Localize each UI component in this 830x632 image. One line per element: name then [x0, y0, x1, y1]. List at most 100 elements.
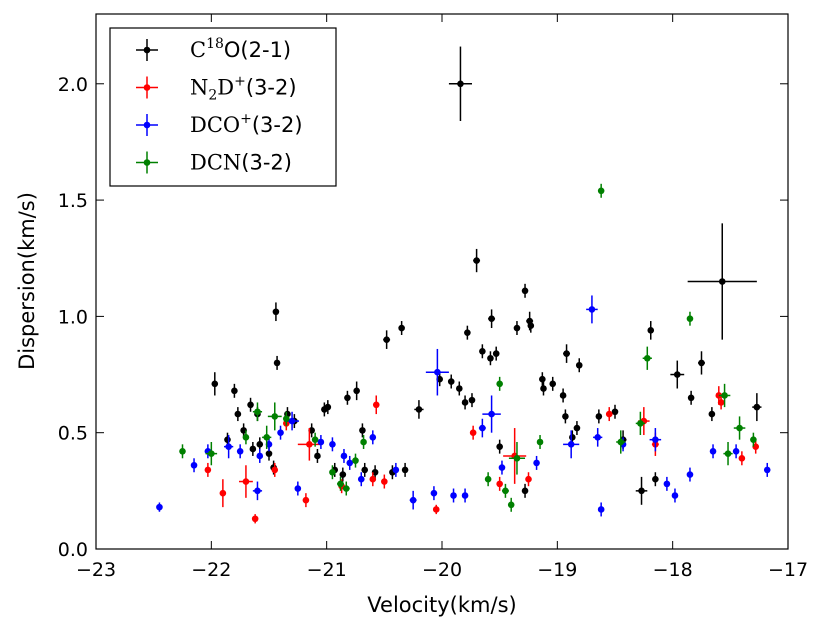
data-point [597, 183, 605, 198]
point-marker [432, 506, 440, 513]
point-marker [464, 329, 471, 336]
data-point [488, 309, 496, 329]
legend-marker-dot [143, 84, 151, 91]
data-point [687, 223, 757, 340]
point-marker [294, 485, 302, 492]
data-point [461, 488, 469, 503]
point-marker [383, 336, 390, 343]
point-marker [225, 443, 232, 450]
point-marker [447, 378, 455, 385]
point-marker [671, 492, 679, 499]
point-marker [398, 324, 405, 332]
point-marker [492, 350, 500, 357]
legend-label-base: N [190, 76, 208, 100]
data-point [642, 346, 652, 370]
point-marker [242, 434, 250, 441]
data-point [652, 472, 659, 487]
point-marker [409, 496, 417, 504]
point-marker [525, 475, 532, 483]
point-marker [487, 354, 494, 362]
data-point [271, 462, 279, 477]
data-point [521, 283, 529, 298]
legend-label-superscript: + [234, 74, 246, 90]
point-marker [265, 450, 273, 457]
data-point [294, 481, 302, 496]
data-point [573, 421, 581, 436]
point-marker [254, 487, 261, 495]
data-point [359, 423, 366, 438]
point-marker [457, 80, 464, 88]
legend-label-superscript: + [240, 111, 252, 127]
point-marker [496, 380, 503, 388]
y-tick-label: 1.0 [58, 306, 88, 328]
point-marker [242, 478, 250, 485]
x-tick-label: −23 [76, 559, 116, 581]
point-marker [329, 441, 336, 448]
data-point [357, 472, 365, 487]
data-point [392, 462, 400, 477]
point-marker [372, 401, 380, 409]
point-marker [686, 471, 694, 478]
point-marker [236, 448, 244, 455]
data-point [539, 372, 546, 387]
point-marker [521, 487, 529, 495]
data-point [317, 435, 325, 449]
point-marker [324, 403, 332, 411]
data-point [190, 458, 198, 473]
data-point [179, 444, 186, 459]
legend-entry: C18O(2-1) [136, 36, 291, 62]
data-point [267, 402, 282, 431]
legend-entry: DCN(3-2) [136, 151, 292, 175]
data-point [647, 321, 655, 340]
legend-label: N2D+(3-2) [190, 74, 297, 104]
data-point [478, 418, 486, 438]
point-marker [597, 187, 605, 195]
point-marker [329, 468, 336, 476]
point-marker [263, 434, 270, 441]
data-point [686, 311, 694, 326]
data-point [401, 462, 409, 477]
data-point [698, 351, 705, 375]
point-marker [732, 448, 740, 455]
point-marker [272, 308, 280, 316]
legend-label-base: C [190, 38, 206, 62]
data-point [450, 488, 457, 503]
data-point [616, 430, 626, 454]
data-point [498, 460, 506, 475]
point-marker [595, 413, 603, 420]
data-point [605, 407, 613, 422]
point-marker [573, 424, 581, 432]
data-point [344, 390, 351, 405]
point-marker [251, 515, 259, 523]
point-marker [234, 410, 242, 418]
data-point [339, 467, 347, 482]
data-point [750, 432, 757, 447]
data-point [262, 425, 272, 449]
legend-marker-dot [143, 46, 151, 54]
point-marker [314, 452, 321, 460]
point-marker [256, 441, 264, 448]
point-marker [652, 475, 659, 483]
point-marker [647, 327, 655, 334]
data-point [738, 451, 746, 466]
point-marker [361, 466, 369, 474]
data-point [718, 383, 731, 408]
point-marker [277, 429, 284, 436]
point-marker [496, 480, 503, 488]
point-marker [540, 385, 547, 392]
data-point [469, 425, 477, 440]
point-marker [156, 503, 163, 511]
data-point [231, 383, 238, 398]
point-marker [663, 480, 671, 488]
data-point [430, 486, 438, 501]
point-marker [611, 408, 619, 416]
point-marker [224, 436, 231, 443]
data-point [360, 435, 367, 449]
legend-marker-dot [143, 159, 151, 166]
point-marker [211, 380, 219, 388]
point-marker [488, 315, 495, 323]
legend-label-base: DCO [190, 113, 240, 137]
point-marker [686, 315, 694, 323]
data-point [525, 472, 532, 487]
point-marker [488, 410, 495, 418]
